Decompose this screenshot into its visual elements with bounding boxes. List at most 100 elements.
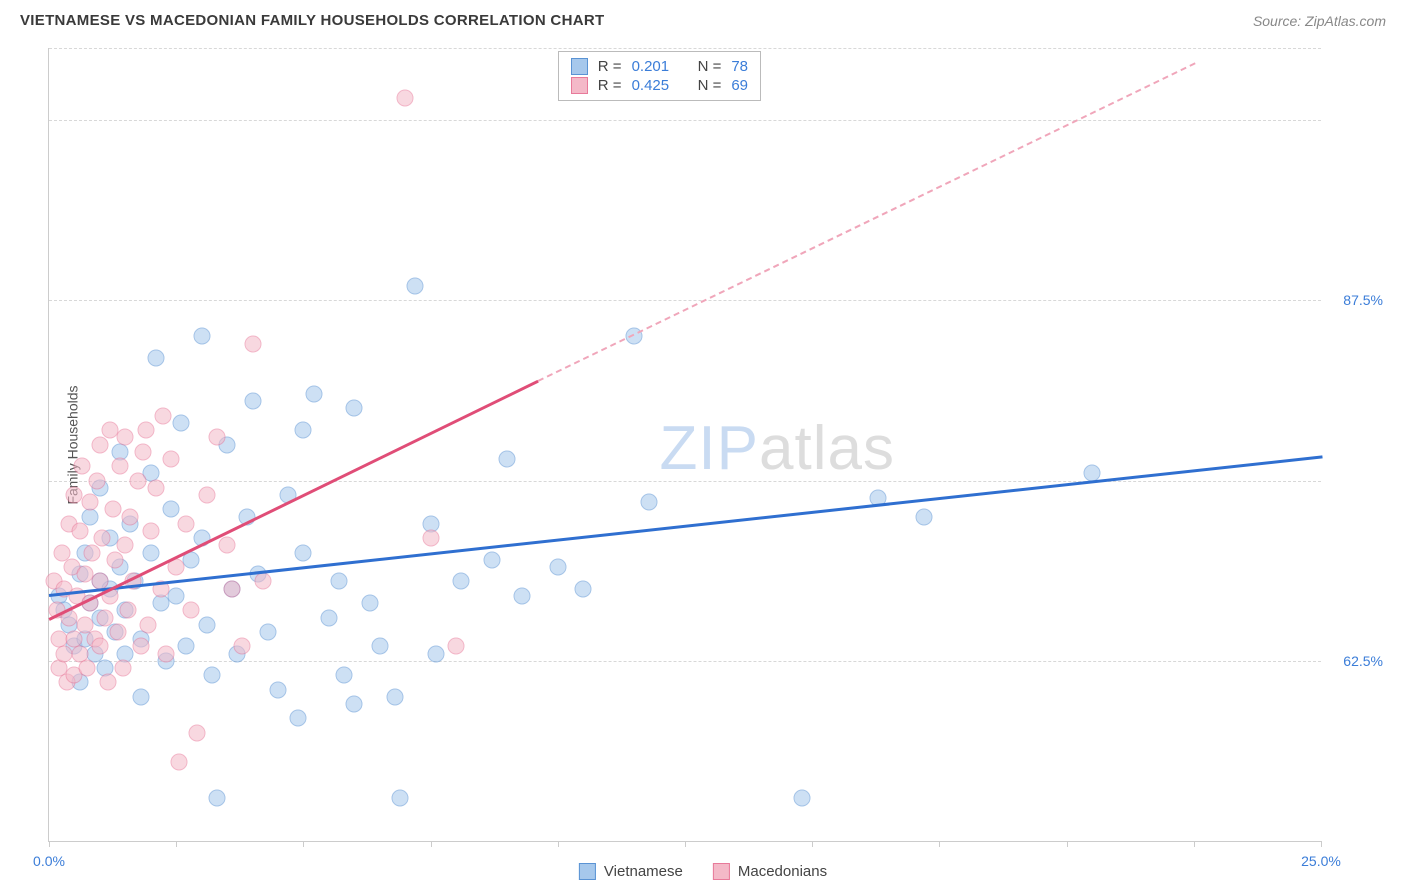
data-point [575, 580, 592, 597]
chart-container: Family Households ZIPatlas R = 0.201 N =… [48, 48, 1391, 842]
chart-title: VIETNAMESE VS MACEDONIAN FAMILY HOUSEHOL… [20, 12, 604, 29]
data-point [163, 501, 180, 518]
data-point [295, 422, 312, 439]
data-point [346, 696, 363, 713]
data-point [203, 667, 220, 684]
data-point [147, 349, 164, 366]
data-point [269, 681, 286, 698]
data-point [386, 688, 403, 705]
data-point [132, 638, 149, 655]
data-point [178, 515, 195, 532]
data-point [514, 587, 531, 604]
data-point [96, 609, 113, 626]
data-point [392, 789, 409, 806]
data-point [305, 386, 322, 403]
data-point [336, 667, 353, 684]
legend-item-series1: Vietnamese [579, 863, 683, 880]
bottom-legend: Vietnamese Macedonians [579, 863, 827, 880]
data-point [104, 501, 121, 518]
data-point [208, 429, 225, 446]
legend-item-series2: Macedonians [713, 863, 827, 880]
gridline [49, 48, 1321, 49]
x-tick-label: 25.0% [1301, 853, 1341, 869]
data-point [173, 414, 190, 431]
data-point [254, 573, 271, 590]
x-tick [685, 841, 686, 847]
watermark-atlas: atlas [759, 414, 895, 483]
x-tick [176, 841, 177, 847]
watermark: ZIPatlas [660, 413, 895, 484]
data-point [163, 450, 180, 467]
data-point [178, 638, 195, 655]
stats-row-series1: R = 0.201 N = 78 [571, 57, 748, 76]
r-value-series2: 0.425 [632, 77, 680, 94]
data-point [361, 595, 378, 612]
data-point [112, 458, 129, 475]
gridline [49, 300, 1321, 301]
data-point [427, 645, 444, 662]
plot-area: ZIPatlas R = 0.201 N = 78 R = 0.425 N = … [48, 48, 1321, 842]
data-point [147, 479, 164, 496]
x-tick [1194, 841, 1195, 847]
x-tick-label: 0.0% [33, 853, 65, 869]
source-attribution: Source: ZipAtlas.com [1253, 13, 1386, 29]
data-point [331, 573, 348, 590]
data-point [234, 638, 251, 655]
data-point [132, 688, 149, 705]
data-point [107, 551, 124, 568]
data-point [208, 789, 225, 806]
x-tick [558, 841, 559, 847]
data-point [198, 616, 215, 633]
data-point [137, 422, 154, 439]
data-point [91, 436, 108, 453]
data-point [407, 277, 424, 294]
data-point [89, 472, 106, 489]
data-point [183, 602, 200, 619]
data-point [397, 90, 414, 107]
data-point [498, 450, 515, 467]
swatch-series2 [571, 77, 588, 94]
r-label: R = [598, 77, 622, 94]
legend-label-series2: Macedonians [738, 863, 827, 880]
trend-line-dashed [537, 63, 1195, 382]
data-point [74, 458, 91, 475]
data-point [320, 609, 337, 626]
gridline [49, 120, 1321, 121]
data-point [224, 580, 241, 597]
data-point [641, 494, 658, 511]
r-label: R = [598, 58, 622, 75]
data-point [916, 508, 933, 525]
data-point [114, 659, 131, 676]
data-point [117, 429, 134, 446]
data-point [99, 674, 116, 691]
swatch-series1 [571, 58, 588, 75]
data-point [295, 544, 312, 561]
r-value-series1: 0.201 [632, 58, 680, 75]
data-point [290, 710, 307, 727]
data-point [219, 537, 236, 554]
data-point [188, 724, 205, 741]
data-point [198, 486, 215, 503]
data-point [122, 508, 139, 525]
data-point [79, 659, 96, 676]
data-point [91, 638, 108, 655]
data-point [422, 530, 439, 547]
data-point [142, 523, 159, 540]
y-tick-label: 87.5% [1328, 292, 1383, 308]
data-point [155, 407, 172, 424]
x-tick [812, 841, 813, 847]
x-tick [1321, 841, 1322, 847]
x-tick [431, 841, 432, 847]
legend-swatch-series1 [579, 863, 596, 880]
data-point [244, 335, 261, 352]
data-point [135, 443, 152, 460]
data-point [94, 530, 111, 547]
data-point [549, 559, 566, 576]
n-label: N = [698, 58, 722, 75]
n-label: N = [698, 77, 722, 94]
stats-row-series2: R = 0.425 N = 69 [571, 76, 748, 95]
stats-legend-box: R = 0.201 N = 78 R = 0.425 N = 69 [558, 51, 761, 101]
data-point [794, 789, 811, 806]
data-point [158, 645, 175, 662]
data-point [130, 472, 147, 489]
